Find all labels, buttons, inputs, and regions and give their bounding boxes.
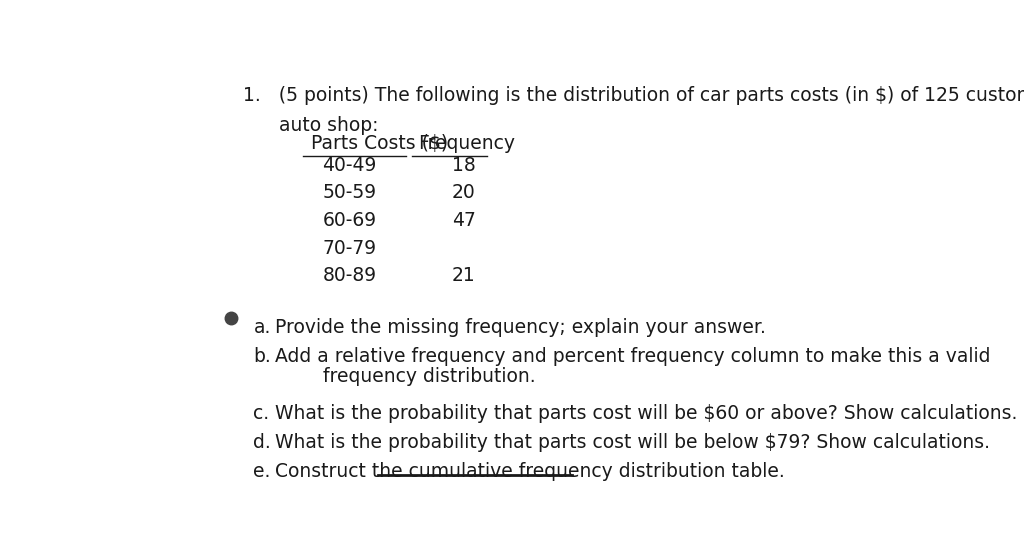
Text: frequency distribution.: frequency distribution. [274,367,536,387]
Text: Frequency: Frequency [418,134,515,154]
Text: d.: d. [253,434,271,452]
Text: 18: 18 [452,156,475,175]
Text: c.: c. [253,404,269,424]
Text: 50-59: 50-59 [323,184,377,202]
Text: Construct the cumulative frequency distribution table.: Construct the cumulative frequency distr… [274,462,784,481]
Text: What is the probability that parts cost will be below $79? Show calculations.: What is the probability that parts cost … [274,434,990,452]
Text: 40-49: 40-49 [323,156,377,175]
Text: 47: 47 [452,211,476,230]
Text: Provide the missing frequency; explain your answer.: Provide the missing frequency; explain y… [274,317,766,337]
Text: Add a relative frequency and percent frequency column to make this a valid: Add a relative frequency and percent fre… [274,347,990,366]
Text: 70-79: 70-79 [323,239,377,258]
Text: b.: b. [253,347,271,366]
Text: 80-89: 80-89 [323,267,377,285]
Text: 1.   (5 points) The following is the distribution of car parts costs (in $) of 1: 1. (5 points) The following is the distr… [243,86,1024,105]
Text: 20: 20 [452,184,475,202]
Text: e.: e. [253,462,270,481]
Text: What is the probability that parts cost will be $60 or above? Show calculations.: What is the probability that parts cost … [274,404,1017,424]
Text: a.: a. [253,317,270,337]
Text: auto shop:: auto shop: [243,116,379,135]
Text: 21: 21 [452,267,475,285]
Text: Parts Costs ($): Parts Costs ($) [310,134,447,154]
Text: 60-69: 60-69 [323,211,377,230]
